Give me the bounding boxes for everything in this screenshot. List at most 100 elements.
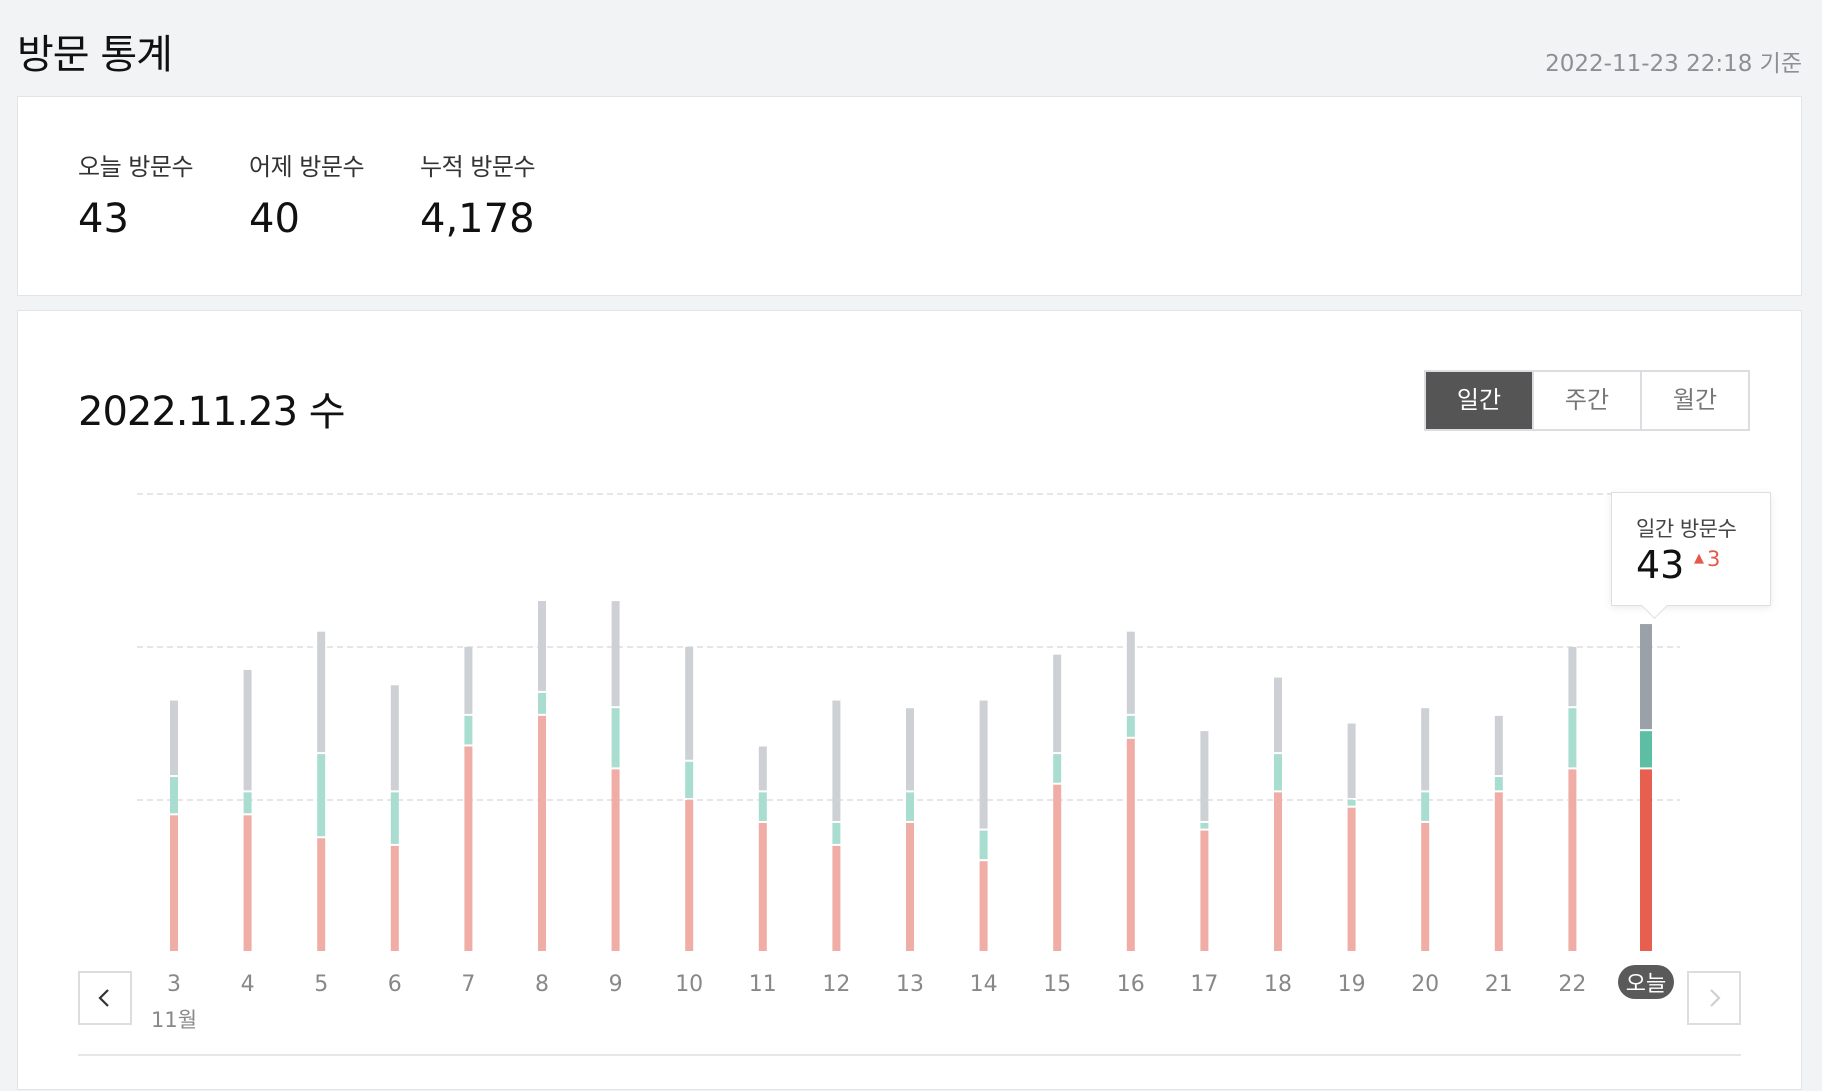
x-tick-label-4: 6 — [388, 972, 402, 997]
bar-11-segment-3[interactable] — [906, 708, 914, 791]
bar-18-segment-2[interactable] — [1421, 792, 1430, 821]
bar-9-segment-1[interactable] — [758, 822, 767, 951]
tooltip-change: ▲ 3 — [1694, 547, 1720, 571]
bar-21-segment-3[interactable] — [1640, 624, 1652, 730]
next-period-button[interactable] — [1687, 971, 1741, 1025]
x-tick-label-3: 5 — [314, 972, 328, 997]
x-tick-label-10: 12 — [822, 972, 850, 997]
x-tick-label-8: 10 — [675, 972, 703, 997]
bar-1-segment-1[interactable] — [170, 815, 178, 951]
chart-bottom-divider — [78, 1054, 1741, 1056]
x-tick-label-11: 13 — [896, 972, 924, 997]
bar-15-segment-3[interactable] — [1200, 731, 1209, 821]
tooltip-value: 43 — [1636, 543, 1685, 587]
bar-1-segment-2[interactable] — [170, 777, 178, 814]
month-label: 11월 — [151, 1008, 197, 1032]
bar-18-segment-3[interactable] — [1421, 708, 1430, 791]
bar-17-segment-1[interactable] — [1347, 807, 1356, 951]
today-visits-stat: 오늘 방문수 43 — [78, 147, 194, 242]
bar-13-segment-2[interactable] — [1053, 754, 1062, 783]
bar-16-segment-3[interactable] — [1274, 677, 1282, 753]
bar-2-segment-1[interactable] — [243, 815, 252, 951]
bar-1-segment-3[interactable] — [170, 700, 178, 776]
bar-3-segment-3[interactable] — [317, 631, 326, 753]
x-tick-label-2: 4 — [241, 972, 255, 997]
bar-14-segment-3[interactable] — [1126, 631, 1135, 714]
bar-3-segment-1[interactable] — [317, 838, 326, 951]
x-tick-label-12: 14 — [970, 972, 998, 997]
bar-5-segment-1[interactable] — [464, 746, 473, 951]
x-tick-label-15: 17 — [1190, 972, 1218, 997]
bar-5-segment-2[interactable] — [464, 715, 473, 745]
x-tick-label-14: 16 — [1117, 972, 1145, 997]
bar-4-segment-2[interactable] — [390, 792, 399, 844]
bar-20-segment-1[interactable] — [1568, 769, 1577, 951]
bar-17-segment-2[interactable] — [1347, 800, 1356, 806]
x-tick-label-6: 8 — [535, 972, 549, 997]
bar-5-segment-3[interactable] — [464, 647, 473, 714]
bar-13-segment-1[interactable] — [1053, 784, 1062, 951]
bar-6-segment-2[interactable] — [538, 692, 546, 714]
yesterday-visits-label: 어제 방문수 — [249, 153, 365, 181]
bar-20-segment-3[interactable] — [1568, 647, 1577, 707]
bar-20-segment-2[interactable] — [1568, 708, 1577, 768]
bar-14-segment-1[interactable] — [1126, 738, 1135, 951]
bar-16-segment-1[interactable] — [1274, 792, 1282, 951]
bar-7-segment-1[interactable] — [611, 769, 620, 951]
bar-12-segment-2[interactable] — [979, 830, 988, 860]
tab-weekly[interactable]: 주간 — [1532, 372, 1640, 429]
bar-12-segment-1[interactable] — [979, 861, 988, 951]
bar-13-segment-3[interactable] — [1053, 654, 1062, 753]
last-updated-timestamp: 2022-11-23 22:18 기준 — [1545, 51, 1802, 77]
bar-11-segment-1[interactable] — [906, 822, 914, 951]
bar-6-segment-3[interactable] — [538, 601, 546, 691]
yesterday-visits-value: 40 — [249, 196, 300, 242]
bar-2-segment-2[interactable] — [243, 792, 252, 814]
bar-10-segment-3[interactable] — [832, 700, 841, 821]
bar-7-segment-3[interactable] — [611, 601, 620, 707]
chart-date-title: 2022.11.23 수 — [78, 389, 346, 435]
bar-8-segment-1[interactable] — [685, 800, 694, 951]
bar-19-segment-3[interactable] — [1494, 715, 1503, 776]
bar-21-segment-2[interactable] — [1640, 731, 1652, 768]
tab-monthly[interactable]: 월간 — [1640, 372, 1748, 429]
chevron-right-icon — [1710, 989, 1721, 1007]
bar-9-segment-3[interactable] — [758, 746, 767, 791]
bar-3-segment-2[interactable] — [317, 754, 326, 837]
bar-17-segment-3[interactable] — [1347, 723, 1356, 799]
bar-21-segment-1[interactable] — [1640, 769, 1652, 951]
tab-daily[interactable]: 일간 — [1426, 372, 1532, 429]
today-visits-value: 43 — [78, 196, 129, 242]
chevron-left-icon — [98, 989, 109, 1007]
x-tick-label-19: 21 — [1485, 972, 1513, 997]
previous-period-button[interactable] — [78, 971, 132, 1025]
bar-2-segment-3[interactable] — [243, 669, 252, 791]
x-tick-label-9: 11 — [749, 972, 777, 997]
x-tick-label-20: 22 — [1558, 972, 1586, 997]
bar-18-segment-1[interactable] — [1421, 822, 1430, 951]
bar-15-segment-1[interactable] — [1200, 830, 1209, 951]
bar-4-segment-3[interactable] — [390, 685, 399, 791]
x-tick-label-1: 3 — [167, 972, 181, 997]
bar-14-segment-2[interactable] — [1126, 715, 1135, 737]
bar-11-segment-2[interactable] — [906, 792, 914, 821]
bar-9-segment-2[interactable] — [758, 792, 767, 821]
bar-19-segment-1[interactable] — [1494, 792, 1503, 951]
bar-19-segment-2[interactable] — [1494, 777, 1503, 791]
bar-7-segment-2[interactable] — [611, 708, 620, 768]
bar-15-segment-2[interactable] — [1200, 822, 1209, 829]
bar-10-segment-2[interactable] — [832, 822, 841, 844]
total-visits-value: 4,178 — [420, 196, 535, 242]
bar-6-segment-1[interactable] — [538, 715, 546, 951]
yesterday-visits-stat: 어제 방문수 40 — [249, 147, 365, 242]
total-visits-stat: 누적 방문수 4,178 — [420, 147, 536, 242]
bar-4-segment-1[interactable] — [390, 845, 399, 951]
bar-8-segment-2[interactable] — [685, 761, 694, 798]
bar-8-segment-3[interactable] — [685, 647, 694, 760]
bar-10-segment-1[interactable] — [832, 845, 841, 951]
x-tick-label-18: 20 — [1411, 972, 1439, 997]
bar-12-segment-3[interactable] — [979, 700, 988, 829]
today-badge — [1618, 965, 1674, 999]
x-tick-label-21: 오늘 — [1626, 972, 1666, 997]
bar-16-segment-2[interactable] — [1274, 754, 1282, 791]
